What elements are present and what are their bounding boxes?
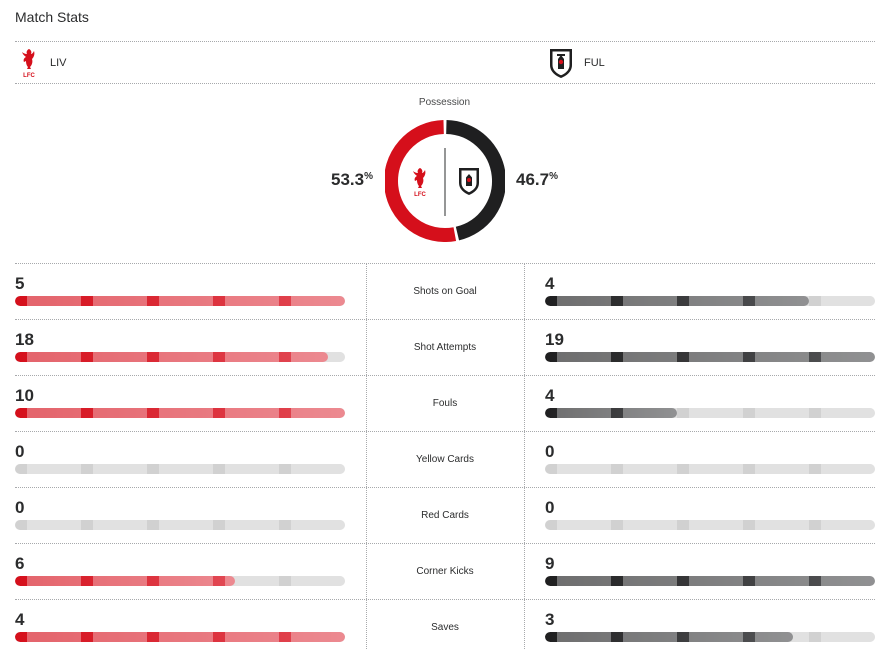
stat-home-bar: [15, 352, 345, 362]
stat-home-bar-fill: [15, 576, 236, 586]
divider: [366, 319, 367, 375]
divider: [15, 431, 875, 432]
stat-row: 0 0 Red Cards: [15, 487, 875, 543]
stat-away-bar: [545, 632, 875, 642]
stat-away-bar-fill: [545, 296, 809, 306]
stat-home-value: 6: [15, 554, 25, 573]
stat-label: Shot Attempts: [413, 342, 477, 353]
divider: [15, 487, 875, 488]
stat-away-value: 9: [545, 554, 555, 573]
fulham-crest-icon: [550, 49, 572, 78]
possession-away-value: 46.7%: [516, 170, 558, 189]
svg-text:LFC: LFC: [414, 192, 426, 198]
divider: [524, 599, 525, 650]
stat-away-value: 0: [545, 498, 555, 517]
divider: [15, 83, 875, 84]
possession-arc-away: [445, 120, 505, 241]
team-away: FUL: [548, 46, 605, 80]
divider: [15, 599, 875, 600]
divider: [524, 487, 525, 543]
stat-home-bar: [15, 632, 345, 642]
possession-home-value: 53.3%: [331, 170, 373, 189]
stat-home-bar-fill: [15, 632, 345, 642]
liverbird-crest-icon: LFC: [22, 49, 35, 79]
divider: [524, 319, 525, 375]
divider: [366, 431, 367, 487]
divider: [366, 599, 367, 650]
divider: [524, 543, 525, 599]
stat-home-bar-fill: [15, 296, 345, 306]
stat-home-bar: [15, 464, 345, 474]
stat-away-bar: [545, 464, 875, 474]
stat-home-value: 18: [15, 330, 34, 349]
stat-away-bar-fill: [545, 632, 793, 642]
stat-away-value: 4: [545, 386, 555, 405]
svg-text:LFC: LFC: [23, 73, 35, 79]
possession-donut: LFC: [385, 120, 505, 242]
stat-row: 5 4 Shots on Goal: [15, 263, 875, 319]
stat-away-bar-fill: [545, 408, 677, 418]
possession-arc-home: [385, 120, 457, 242]
stat-home-bar: [15, 296, 345, 306]
stat-row: 0 0 Yellow Cards: [15, 431, 875, 487]
stat-away-bar: [545, 520, 875, 530]
stat-label: Fouls: [432, 398, 458, 409]
stat-row: 10 4 Fouls: [15, 375, 875, 431]
stat-away-bar: [545, 352, 875, 362]
stat-home-value: 10: [15, 386, 34, 405]
stat-label: Red Cards: [421, 510, 469, 521]
stat-row: 4 3 Saves: [15, 599, 875, 650]
stat-away-bar: [545, 408, 875, 418]
stat-home-value: 5: [15, 274, 25, 293]
divider: [366, 375, 367, 431]
divider: [15, 543, 875, 544]
stat-home-bar: [15, 520, 345, 530]
stat-home-bar-fill: [15, 352, 328, 362]
stat-away-bar: [545, 576, 875, 586]
fulham-crest-icon: [459, 168, 479, 195]
stat-home-value: 0: [15, 498, 25, 517]
stat-home-bar-fill: [15, 408, 345, 418]
liverbird-crest-icon: LFC: [413, 168, 426, 198]
divider: [524, 431, 525, 487]
team-away-abbr: FUL: [584, 57, 605, 69]
stat-label: Shots on Goal: [413, 286, 477, 297]
stat-away-value: 4: [545, 274, 555, 293]
page-title: Match Stats: [15, 9, 89, 25]
divider: [15, 375, 875, 376]
stat-away-value: 19: [545, 330, 564, 349]
divider: [524, 375, 525, 431]
possession-label: Possession: [418, 97, 471, 108]
divider: [15, 41, 875, 42]
divider: [15, 263, 875, 264]
divider: [366, 543, 367, 599]
divider: [366, 263, 367, 319]
stat-away-bar-fill: [545, 576, 875, 586]
stat-label: Corner Kicks: [416, 566, 474, 577]
stat-away-bar: [545, 296, 875, 306]
stat-away-value: 3: [545, 610, 555, 629]
team-home-abbr: LIV: [50, 57, 67, 69]
divider: [524, 263, 525, 319]
stat-row: 6 9 Corner Kicks: [15, 543, 875, 599]
stat-home-value: 4: [15, 610, 25, 629]
stat-home-bar: [15, 408, 345, 418]
stat-away-value: 0: [545, 442, 555, 461]
stat-label: Yellow Cards: [416, 454, 474, 465]
stat-away-bar-fill: [545, 352, 875, 362]
stat-home-bar: [15, 576, 345, 586]
divider: [366, 487, 367, 543]
team-home: LFC LIV: [18, 46, 67, 80]
stat-label: Saves: [431, 622, 459, 633]
divider: [15, 319, 875, 320]
stat-home-value: 0: [15, 442, 25, 461]
stat-row: 18 19 Shot Attempts: [15, 319, 875, 375]
